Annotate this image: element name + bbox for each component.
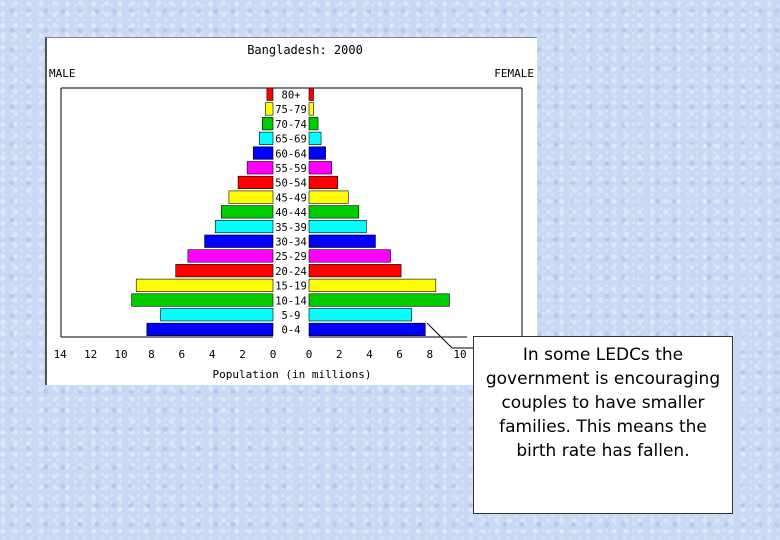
male-tick-label: 0 bbox=[270, 348, 277, 361]
male-bar bbox=[214, 220, 274, 234]
male-bar bbox=[266, 87, 274, 101]
male-bar bbox=[160, 308, 274, 322]
age-group-label: 80+ bbox=[282, 90, 301, 102]
female-bar bbox=[308, 264, 402, 278]
female-bar bbox=[308, 190, 349, 204]
male-tick-label: 4 bbox=[209, 348, 216, 361]
age-group-label: 15-19 bbox=[275, 281, 307, 293]
female-tick-label: 10 bbox=[453, 348, 466, 361]
female-bar bbox=[308, 175, 338, 189]
female-bar bbox=[308, 87, 314, 101]
age-group-label: 70-74 bbox=[275, 119, 307, 131]
male-label: MALE bbox=[49, 67, 76, 80]
x-axis-label: Population (in millions) bbox=[213, 368, 372, 381]
female-bar bbox=[308, 161, 332, 175]
female-label: FEMALE bbox=[494, 67, 534, 80]
age-group-label: 0-4 bbox=[282, 325, 301, 337]
female-bar bbox=[308, 146, 326, 160]
male-tick-label: 10 bbox=[114, 348, 127, 361]
age-group-label: 50-54 bbox=[275, 178, 307, 190]
age-group-label: 25-29 bbox=[275, 251, 307, 263]
male-bar bbox=[265, 102, 274, 116]
caption-text: In some LEDCs the government is encourag… bbox=[485, 345, 721, 461]
chart-title: Bangladesh: 2000 bbox=[247, 43, 363, 57]
age-group-label: 55-59 bbox=[275, 163, 307, 175]
age-group-label: 45-49 bbox=[275, 192, 307, 204]
male-bar bbox=[175, 264, 274, 278]
male-bar bbox=[259, 131, 274, 145]
male-bar bbox=[146, 322, 274, 337]
age-group-label: 30-34 bbox=[275, 237, 307, 249]
age-group-label: 20-24 bbox=[275, 266, 307, 278]
female-bar bbox=[308, 234, 376, 248]
male-bar bbox=[252, 146, 274, 160]
age-group-label: 5-9 bbox=[282, 310, 301, 322]
pointer-line bbox=[426, 322, 453, 349]
female-tick-label: 2 bbox=[336, 348, 343, 361]
male-bar bbox=[262, 117, 274, 131]
age-group-label: 60-64 bbox=[275, 148, 307, 160]
male-tick-label: 8 bbox=[148, 348, 155, 361]
female-bar bbox=[308, 308, 412, 322]
female-tick-label: 0 bbox=[306, 348, 313, 361]
female-bar bbox=[308, 322, 426, 337]
age-group-label: 75-79 bbox=[275, 104, 307, 116]
female-tick-label: 6 bbox=[396, 348, 403, 361]
age-group-label: 10-14 bbox=[275, 295, 307, 307]
male-bar bbox=[135, 278, 274, 292]
female-bar bbox=[308, 117, 319, 131]
female-bar bbox=[308, 249, 391, 263]
female-bar bbox=[308, 205, 360, 219]
female-bar bbox=[308, 278, 437, 292]
male-bar bbox=[228, 190, 274, 204]
caption-box: In some LEDCs the government is encourag… bbox=[473, 336, 733, 514]
female-tick-label: 4 bbox=[366, 348, 373, 361]
male-bar bbox=[221, 205, 274, 219]
female-bar bbox=[308, 293, 450, 307]
male-tick-label: 14 bbox=[54, 348, 68, 361]
male-bar bbox=[237, 175, 274, 189]
male-bar bbox=[131, 293, 274, 307]
male-tick-label: 2 bbox=[239, 348, 246, 361]
population-pyramid-panel: Bangladesh: 2000 MALE FEMALE 80+ 75-79 70-74 6… bbox=[45, 37, 537, 385]
age-group-label: 35-39 bbox=[275, 222, 307, 234]
male-tick-label: 6 bbox=[178, 348, 185, 361]
age-group-label: 40-44 bbox=[275, 207, 307, 219]
male-bar bbox=[246, 161, 274, 175]
female-tick-label: 8 bbox=[426, 348, 433, 361]
male-bar bbox=[204, 234, 274, 248]
male-bar bbox=[187, 249, 274, 263]
female-bar bbox=[308, 131, 322, 145]
population-pyramid-chart: Bangladesh: 2000 MALE FEMALE 80+ 75-79 70-74 6… bbox=[49, 43, 534, 381]
male-tick-label: 12 bbox=[84, 348, 97, 361]
age-group-label: 65-69 bbox=[275, 134, 307, 146]
female-bar bbox=[308, 220, 367, 234]
female-bar bbox=[308, 102, 314, 116]
